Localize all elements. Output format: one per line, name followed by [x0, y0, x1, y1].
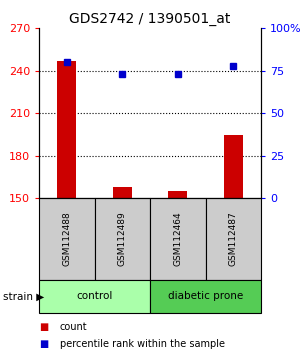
- Text: strain ▶: strain ▶: [3, 291, 44, 302]
- Text: percentile rank within the sample: percentile rank within the sample: [60, 339, 225, 349]
- Bar: [206, 198, 261, 280]
- Text: ■: ■: [39, 339, 48, 349]
- Bar: [168, 191, 188, 198]
- Text: control: control: [76, 291, 113, 302]
- Text: diabetic prone: diabetic prone: [168, 291, 243, 302]
- Text: GSM112489: GSM112489: [118, 212, 127, 266]
- Text: GSM112487: GSM112487: [229, 212, 238, 266]
- Bar: [39, 198, 94, 280]
- Bar: [150, 280, 261, 313]
- Bar: [39, 280, 150, 313]
- Text: count: count: [60, 322, 88, 332]
- Text: ■: ■: [39, 322, 48, 332]
- Bar: [150, 198, 206, 280]
- Title: GDS2742 / 1390501_at: GDS2742 / 1390501_at: [69, 12, 231, 26]
- Text: GSM112488: GSM112488: [62, 212, 71, 266]
- Bar: [57, 61, 76, 198]
- Bar: [112, 187, 132, 198]
- Bar: [224, 135, 243, 198]
- Text: GSM112464: GSM112464: [173, 212, 182, 266]
- Bar: [94, 198, 150, 280]
